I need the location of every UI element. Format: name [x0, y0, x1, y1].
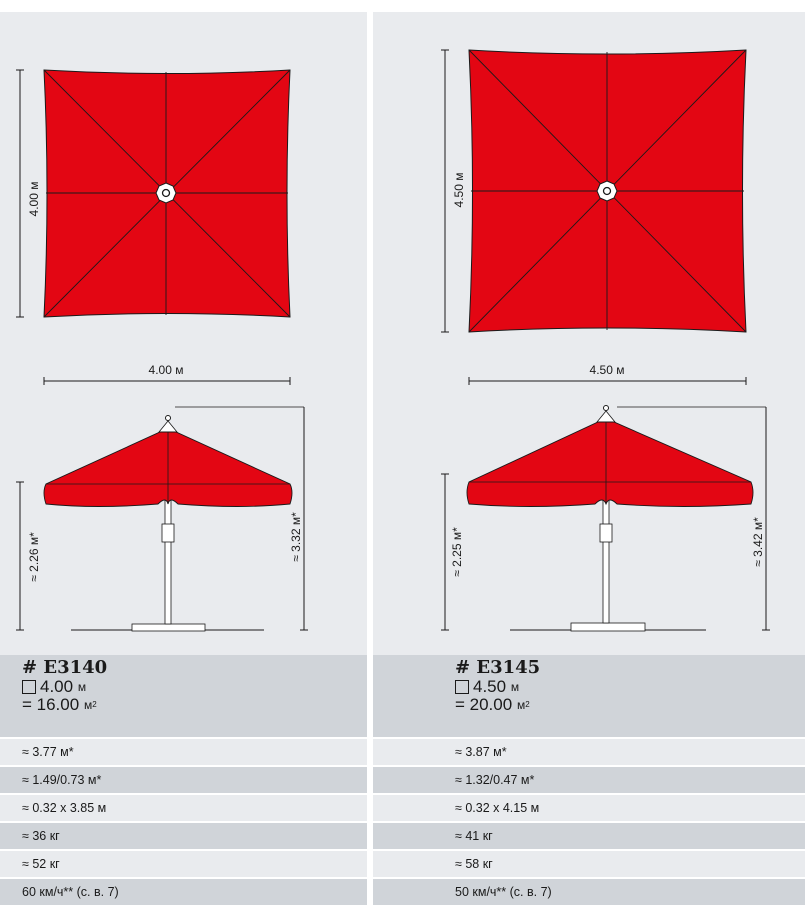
top-width-label: 4.00 м: [149, 363, 184, 377]
side-height-label: ≈ 3.32 м*: [289, 512, 303, 562]
spec-row: ≈ 1.32/0.47 м*: [373, 767, 805, 795]
model-number: # E3140: [22, 657, 108, 678]
spec-row: ≈ 36 кг: [0, 823, 367, 851]
spec-row: ≈ 0.32 x 4.15 м: [373, 795, 805, 823]
side-height-label: ≈ 3.42 м*: [751, 517, 765, 567]
top-view: 4.00 м 4.00 м: [16, 69, 291, 385]
canopy-side: [466, 421, 754, 507]
spec-row: ≈ 1.49/0.73 м*: [0, 767, 367, 795]
umbrella-drawings: 4.50 м 4.50 м ≈ 2.25 м*: [441, 49, 770, 632]
spec-row: ≈ 41 кг: [373, 823, 805, 851]
spec-row: 50 км/ч** (с. в. 7): [373, 879, 805, 907]
diagram-panel: 4.00 м 4.00 м ≈ 2.26 м*: [0, 12, 367, 655]
square-icon: [455, 680, 469, 694]
model-number: # E3145: [455, 657, 541, 678]
side-view: ≈ 2.25 м* ≈ 3.42 м*: [441, 405, 770, 632]
side-clearance-label: ≈ 2.25 м*: [450, 527, 464, 577]
size-line: 4.50 м: [455, 678, 519, 696]
diagram-panel: 4.50 м 4.50 м ≈ 2.25 м*: [373, 12, 805, 655]
product-column-e3140: 4.00 м 4.00 м ≈ 2.26 м*: [0, 12, 367, 922]
side-view: ≈ 2.26 м* ≈ 3.32 м*: [16, 406, 308, 632]
spec-row: ≈ 52 кг: [0, 851, 367, 879]
side-clearance-label: ≈ 2.26 м*: [27, 532, 41, 582]
size-line: 4.00 м: [22, 678, 86, 696]
square-icon: [22, 680, 36, 694]
top-height-label: 4.50 м: [452, 173, 466, 208]
spec-row: ≈ 3.87 м*: [373, 739, 805, 767]
top-width-label: 4.50 м: [590, 363, 625, 377]
spec-row: ≈ 58 кг: [373, 851, 805, 879]
product-column-e3145: 4.50 м 4.50 м ≈ 2.25 м*: [373, 12, 805, 922]
top-height-label: 4.00 м: [27, 182, 41, 217]
spec-row: 60 км/ч** (с. в. 7): [0, 879, 367, 907]
spec-row: ≈ 3.77 м*: [0, 739, 367, 767]
spec-row: ≈ 0.32 x 3.85 м: [0, 795, 367, 823]
umbrella-drawings: 4.00 м 4.00 м ≈ 2.26 м*: [16, 69, 308, 632]
top-view: 4.50 м 4.50 м: [441, 49, 747, 385]
